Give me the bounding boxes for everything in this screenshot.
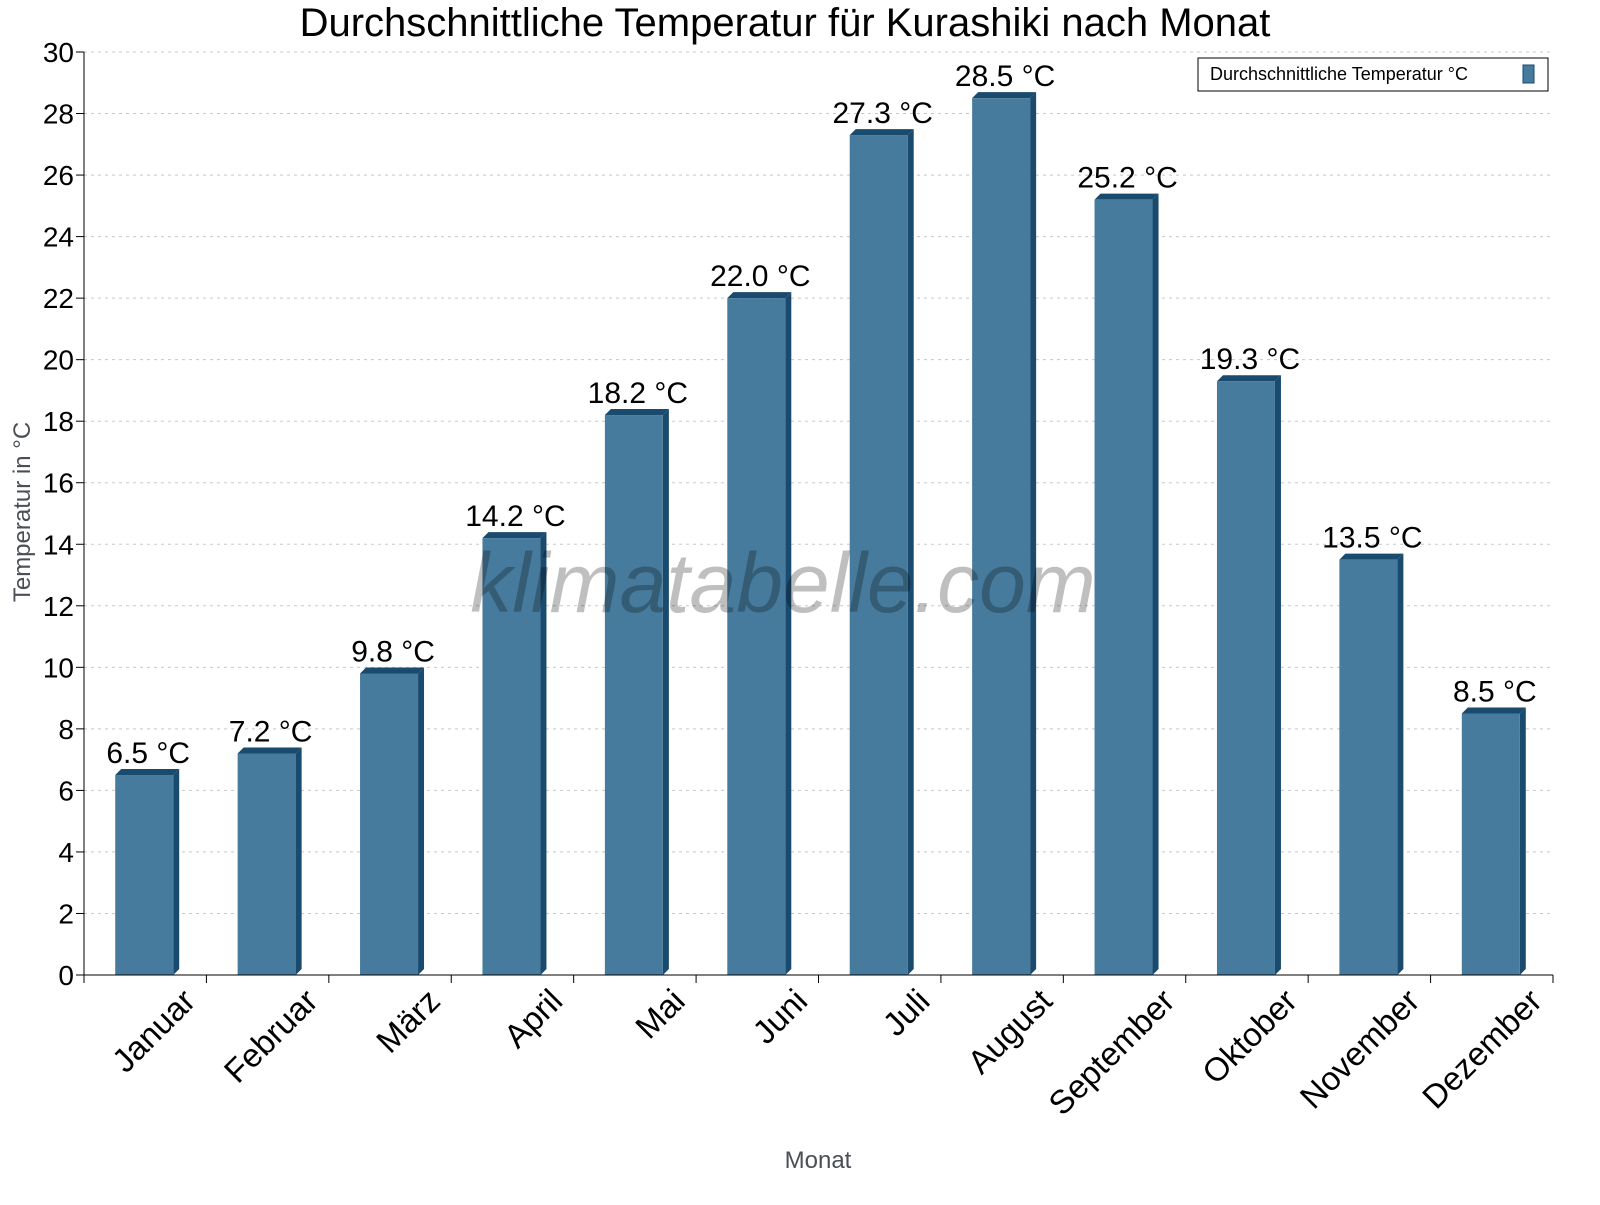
x-tick-label: Mai [628,982,692,1046]
data-label: 14.2 °C [465,500,565,533]
legend-label: Durchschnittliche Temperatur °C [1210,64,1468,84]
y-tick-label: 24 [43,222,74,253]
bar-top [604,409,669,416]
bar-side [1274,375,1281,975]
bar [1461,713,1520,975]
bar-side [295,747,302,975]
data-label: 13.5 °C [1322,522,1422,555]
y-axis-label: Temperatur in °C [9,422,36,602]
bar-side [540,532,547,975]
y-tick-label: 10 [43,652,74,683]
watermark: klimatabelle.com [470,536,1096,630]
data-label: 18.2 °C [588,377,688,410]
y-tick-label: 0 [58,960,74,991]
bar-side [1397,553,1404,975]
x-tick-label: Juli [875,982,936,1043]
data-label: 6.5 °C [106,737,190,770]
x-axis-label: Monat [785,1147,852,1174]
bars: 6.5 °C 7.2 °C 9.8 °C 14.2 °C 18.2 °C 22.0 °C 2… [106,60,1537,976]
bar [115,775,174,975]
y-tick-label: 6 [58,775,74,806]
bar-side [785,292,792,976]
bar-side [418,667,425,975]
bar-top [115,769,180,776]
y-tick-label: 22 [43,283,74,314]
x-tick-label: März [369,982,447,1060]
data-label: 25.2 °C [1077,162,1177,195]
bar [1339,559,1398,975]
x-tick-label: August [960,982,1059,1081]
bar-side [1519,707,1526,975]
bar [360,673,419,975]
x-tick-label: November [1293,982,1427,1116]
y-tick-label: 2 [58,898,74,929]
bar-top [360,667,425,674]
y-tick-label: 4 [58,837,74,868]
bar-top [727,292,792,299]
bar-top [1216,375,1281,382]
bar-top [1461,707,1526,714]
bar [727,298,786,976]
y-tick-label: 8 [58,714,74,745]
data-label: 19.3 °C [1200,343,1300,376]
legend: Durchschnittliche Temperatur °C [1197,57,1549,92]
data-label: 7.2 °C [229,715,313,748]
x-tick-label: Oktober [1195,982,1304,1091]
bar-top [1094,193,1159,200]
data-label: 27.3 °C [833,97,933,130]
bar [237,753,296,975]
bar-side [1152,193,1159,975]
bar [972,98,1031,975]
bar [849,135,908,975]
x-tick-label: Juni [745,982,814,1051]
bar [604,415,663,976]
y-tick-label: 30 [43,37,74,68]
bar-top [849,129,914,136]
bar [1094,199,1153,975]
y-tick-label: 18 [43,406,74,437]
bar-top [237,747,302,754]
bar-side [907,129,914,975]
y-tick-label: 20 [43,345,74,376]
legend-box [1197,57,1549,92]
bar-side [1030,92,1037,975]
y-tick-label: 14 [43,529,74,560]
legend-swatch [1522,64,1535,84]
bar-side [173,769,180,975]
bar-top [1339,553,1404,560]
x-tick-label: September [1041,982,1181,1122]
y-tick-label: 28 [43,99,74,130]
x-tick-label: Januar [105,982,203,1080]
y-tick-label: 12 [43,591,74,622]
bar-top [972,92,1037,99]
x-tick-label: April [497,982,570,1055]
bar [1216,381,1275,975]
data-label: 28.5 °C [955,60,1055,93]
x-tick-label: Februar [217,982,325,1090]
data-label: 9.8 °C [351,635,435,668]
gridlines [84,51,1553,914]
bar [482,538,541,975]
data-label: 22.0 °C [710,260,810,293]
x-tick-label: Dezember [1415,982,1549,1116]
y-tick-label: 26 [43,160,74,191]
chart-title: Durchschnittliche Temperatur für Kurashi… [300,1,1271,45]
y-tick-label: 16 [43,468,74,499]
bar-top [482,532,547,539]
bar-side [662,409,669,976]
data-label: 8.5 °C [1453,675,1537,708]
